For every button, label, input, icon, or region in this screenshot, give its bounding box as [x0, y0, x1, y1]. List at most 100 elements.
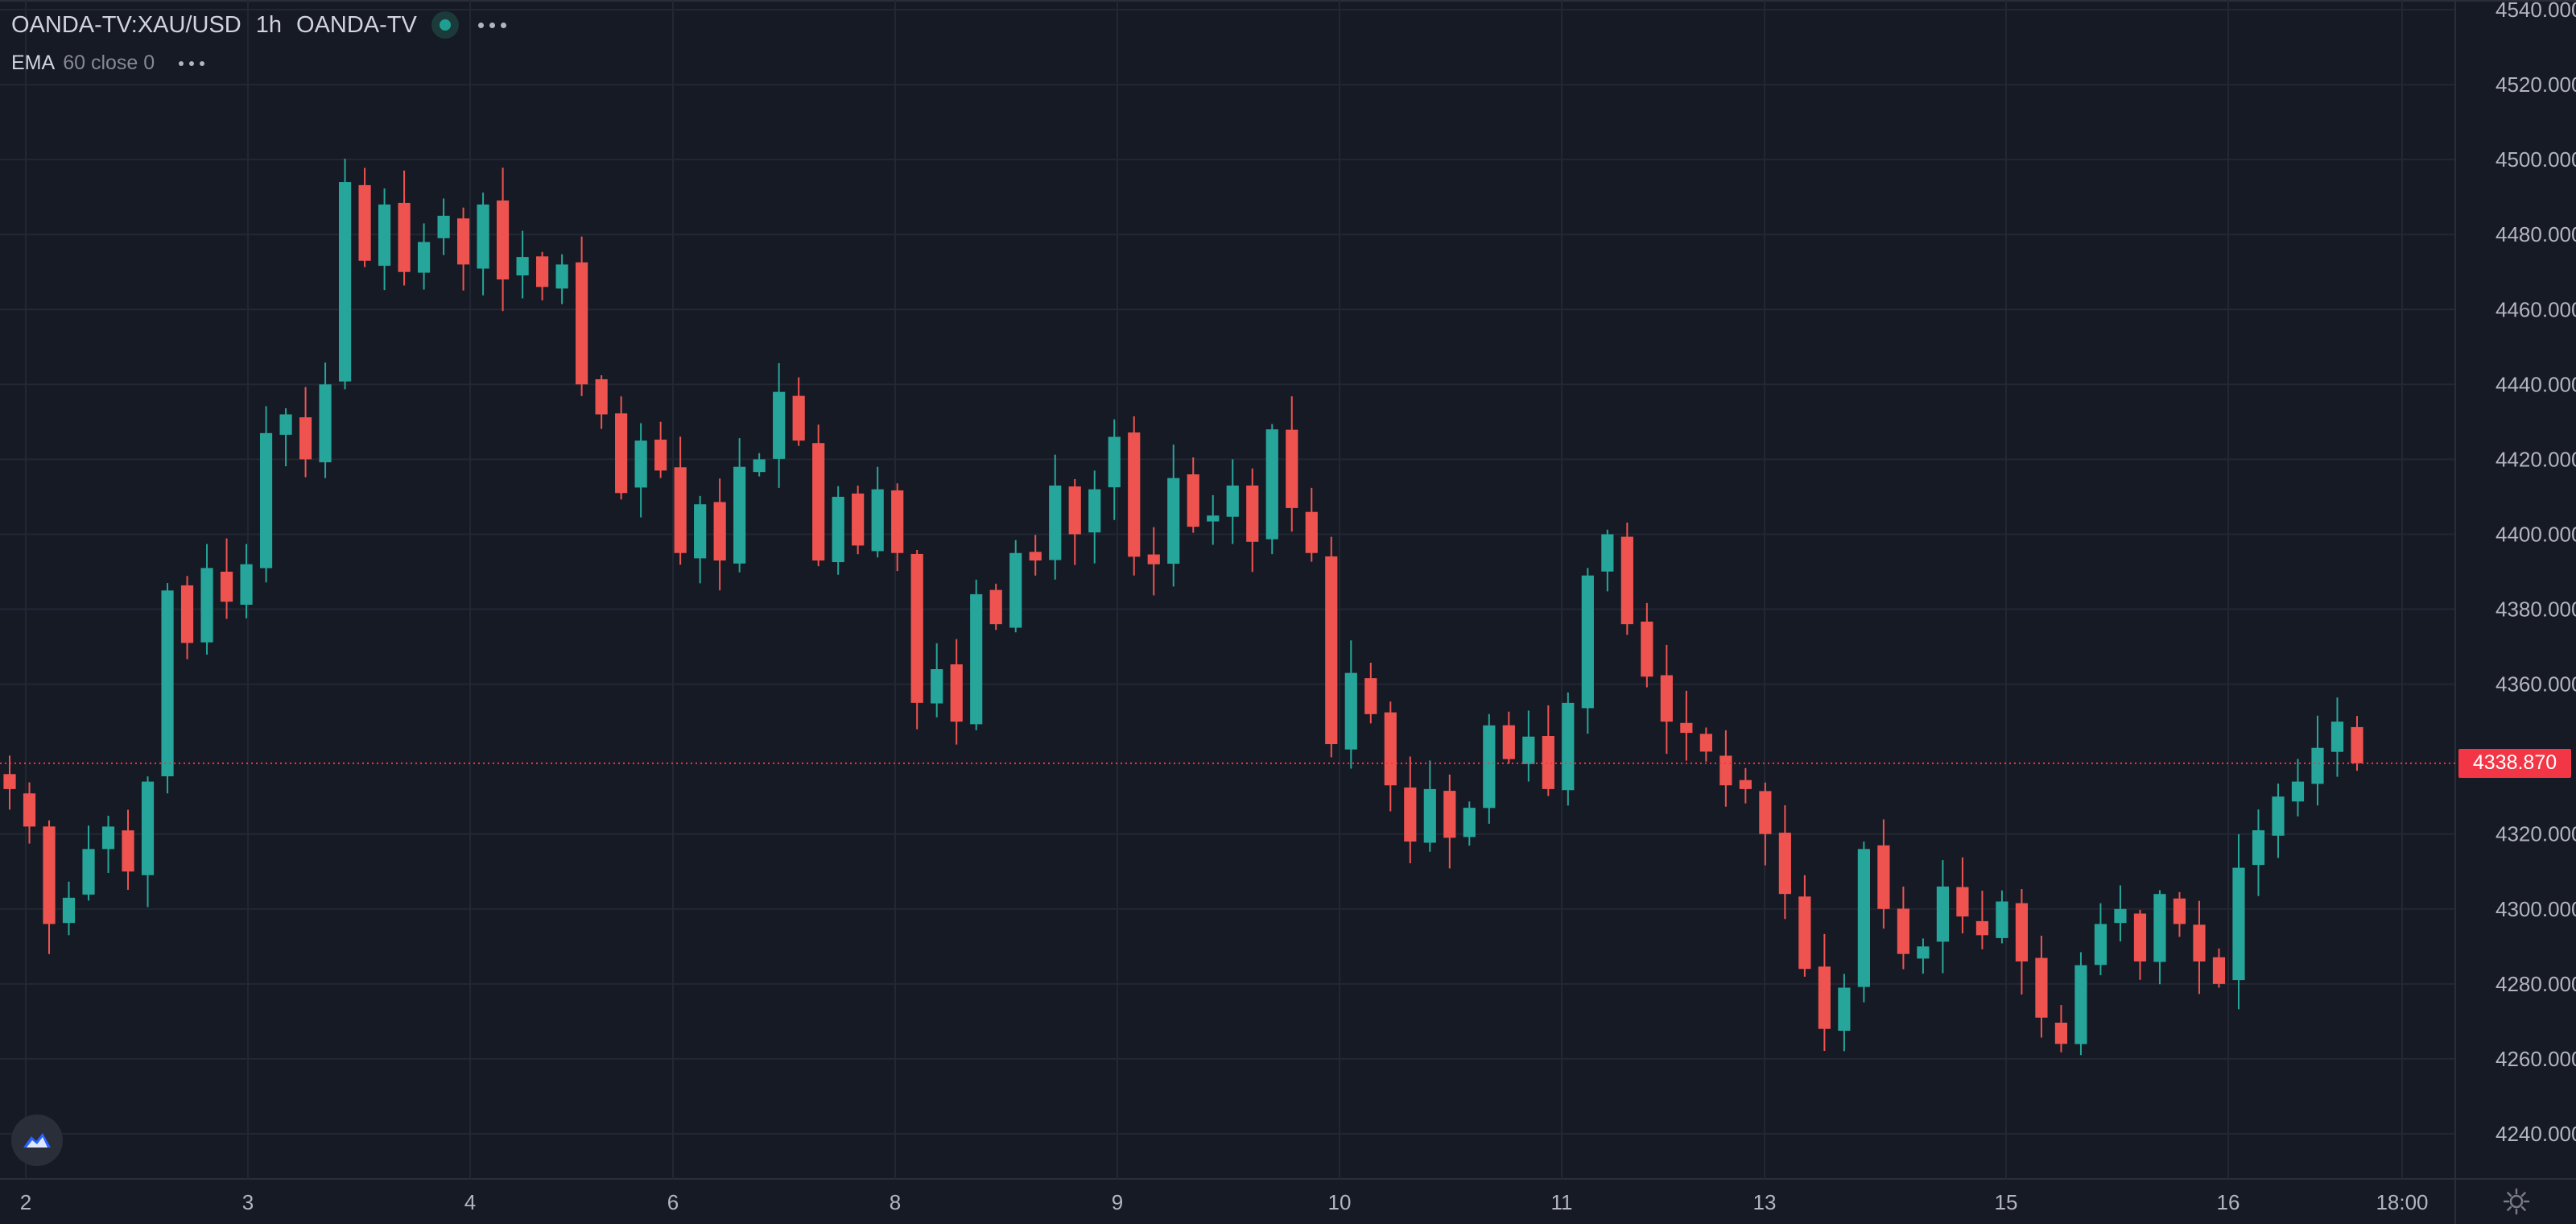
last-price-label: 4338.870 [2458, 748, 2571, 778]
candle-body [1226, 485, 1239, 517]
candle-body [2133, 913, 2147, 961]
candle-body [1581, 575, 1594, 709]
candle-body [871, 489, 884, 552]
time-axis: 2 3 4 6 8 9 10 11 13 15 16 18:00 [20, 1190, 2429, 1214]
candle-body [1542, 736, 1554, 789]
candle-body [1759, 791, 1772, 834]
candle-body [240, 564, 253, 605]
candle-body [1305, 511, 1318, 553]
candle-body [1620, 536, 1633, 625]
candle-body [536, 256, 549, 287]
candle-body [2035, 957, 2048, 1018]
candle-body [141, 781, 155, 875]
candle-body [1562, 702, 1575, 791]
indicator-name[interactable]: EMA [11, 52, 56, 74]
candle-body [3, 774, 16, 789]
time-tick-label: 15 [1995, 1190, 2018, 1214]
candle-body [2173, 898, 2186, 924]
candle-body [1187, 474, 1199, 527]
candle-body [2252, 830, 2265, 866]
time-tick-label: 3 [242, 1190, 254, 1214]
candle-body [2351, 726, 2363, 763]
time-tick-label: 2 [20, 1190, 31, 1214]
candle-body [1384, 712, 1397, 786]
candle-body [1364, 678, 1377, 714]
symbol-name[interactable]: OANDA-TV:XAU/USD [11, 11, 242, 38]
settings-gear-icon[interactable] [2502, 1187, 2531, 1216]
candle-body [2114, 908, 2127, 924]
candle-body [1325, 556, 1338, 745]
time-tick-label: 16 [2217, 1190, 2240, 1214]
price-tick-label: 4400.000 [2496, 522, 2576, 546]
candle-body [1897, 908, 1909, 954]
candle-body [1975, 920, 1989, 936]
time-tick-label: 13 [1753, 1190, 1777, 1214]
market-status-icon[interactable] [431, 11, 459, 39]
candle-body [1996, 901, 2008, 938]
candle-body [910, 553, 923, 703]
time-tick-label: 18:00 [2376, 1190, 2428, 1214]
candle-body [773, 391, 786, 459]
candle-body [398, 202, 411, 272]
candle-body [437, 215, 450, 238]
indicator-legend: EMA 60 close 0 [11, 52, 209, 75]
candle-body [299, 417, 312, 460]
candle-body [1641, 621, 1653, 677]
price-tick-label: 4420.000 [2496, 447, 2576, 471]
candle-body [1009, 552, 1022, 628]
more-options-icon[interactable] [473, 22, 511, 28]
candle-body [1246, 485, 1259, 542]
candle-body [1660, 675, 1673, 722]
candle-body [1108, 436, 1121, 488]
candle-body [1502, 725, 1515, 759]
candle-body [1167, 478, 1180, 564]
price-tick-label: 4540.000 [2496, 0, 2576, 22]
price-tick-label: 4300.000 [2496, 897, 2576, 921]
candle-body [1699, 734, 1712, 752]
candle-body [23, 793, 36, 827]
candle-body [1029, 552, 1042, 561]
candle-body [2153, 894, 2166, 962]
timeframe[interactable]: 1h [255, 11, 283, 38]
candle-body [694, 504, 707, 559]
candle-body [220, 571, 233, 602]
candle-body [1147, 554, 1160, 564]
candle-body [674, 467, 687, 553]
candle-body [1719, 755, 1732, 786]
price-tick-label: 4240.000 [2496, 1122, 2576, 1146]
candle-body [792, 395, 805, 441]
candle-body [2054, 1022, 2068, 1044]
candle-body [1128, 432, 1141, 557]
candle-body [279, 414, 292, 435]
candle-body [180, 585, 194, 643]
tradingview-logo-icon[interactable] [11, 1114, 63, 1166]
price-tick-label: 4380.000 [2496, 598, 2576, 622]
candle-body [1207, 515, 1220, 522]
price-tick-label: 4440.000 [2496, 372, 2576, 396]
candle-body [1483, 725, 1496, 808]
candle-body [1286, 429, 1298, 508]
candle-body [62, 897, 76, 924]
candle-body [1088, 489, 1101, 533]
candle-body [358, 184, 371, 261]
candle-body [378, 204, 391, 267]
candle-body [516, 257, 529, 276]
candle-body [713, 502, 726, 561]
candle-body [82, 849, 95, 895]
candle-body [1956, 887, 1969, 917]
candle-body [101, 826, 115, 850]
candle-body [2212, 957, 2226, 984]
candle-body [1344, 672, 1357, 750]
candle-body [2311, 747, 2324, 784]
candle-body [891, 490, 904, 553]
data-source[interactable]: OANDA-TV [296, 11, 417, 38]
candle-body [2291, 781, 2305, 802]
candle-body [1917, 946, 1930, 959]
indicator-more-options-icon[interactable] [174, 60, 209, 66]
candle-body [1068, 486, 1081, 535]
price-tick-label: 4280.000 [2496, 972, 2576, 996]
price-tick-label: 4320.000 [2496, 822, 2576, 846]
candle-body [1857, 849, 1870, 987]
